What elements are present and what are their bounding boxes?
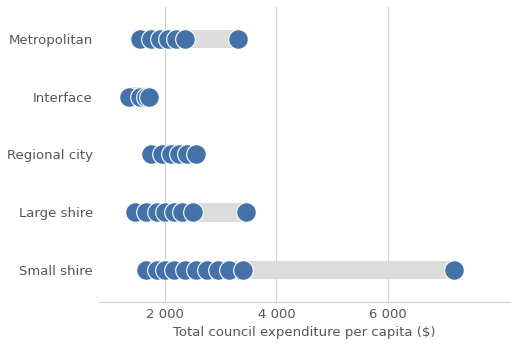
Point — [130, 210, 139, 215]
Point — [166, 152, 175, 157]
Point — [136, 36, 144, 42]
Point — [180, 36, 189, 42]
Point — [142, 267, 150, 273]
Point — [239, 267, 247, 273]
Point — [203, 267, 211, 273]
Point — [170, 267, 178, 273]
Point — [125, 94, 133, 99]
Point — [153, 210, 161, 215]
Point — [147, 36, 156, 42]
Point — [189, 210, 197, 215]
Point — [178, 210, 186, 215]
Point — [136, 94, 144, 99]
Point — [175, 152, 184, 157]
Point — [142, 210, 150, 215]
Point — [156, 36, 164, 42]
Bar — [134, 203, 246, 221]
Point — [161, 210, 170, 215]
Bar — [140, 29, 237, 48]
Point — [184, 152, 192, 157]
Point — [214, 267, 222, 273]
Point — [180, 267, 189, 273]
Point — [144, 94, 153, 99]
Bar — [146, 261, 454, 279]
Point — [147, 152, 156, 157]
Bar — [151, 145, 196, 164]
Point — [153, 267, 161, 273]
Point — [142, 94, 150, 99]
Point — [225, 267, 233, 273]
Point — [161, 267, 170, 273]
Point — [172, 36, 180, 42]
X-axis label: Total council expenditure per capita ($): Total council expenditure per capita ($) — [173, 326, 435, 339]
Point — [192, 152, 200, 157]
Bar — [129, 87, 148, 106]
Point — [164, 36, 172, 42]
Point — [450, 267, 459, 273]
Point — [242, 210, 250, 215]
Point — [170, 210, 178, 215]
Point — [158, 152, 166, 157]
Point — [192, 267, 200, 273]
Point — [233, 36, 241, 42]
